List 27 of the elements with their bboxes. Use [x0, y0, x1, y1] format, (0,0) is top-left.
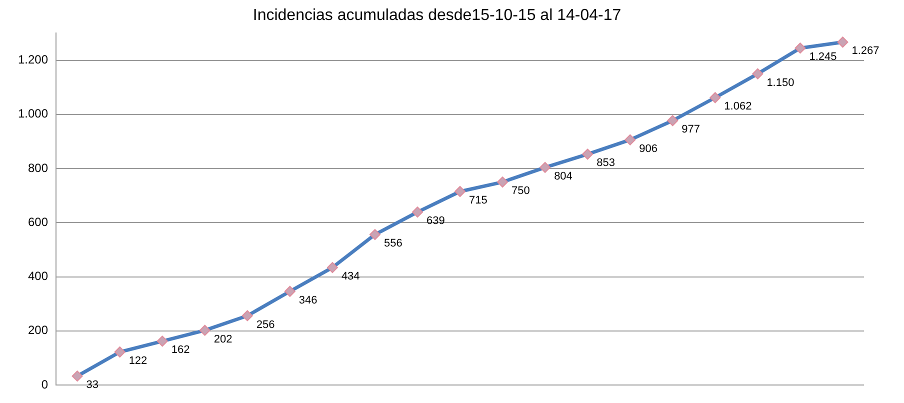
data-label: 33	[86, 379, 99, 392]
chart-title: Incidencias acumuladas desde15-10-15 al 14-04-17	[252, 7, 622, 24]
y-tick-label: 200	[28, 323, 48, 338]
data-label: 556	[384, 238, 402, 250]
data-label: 162	[171, 344, 190, 356]
y-tick-label: 800	[28, 160, 48, 175]
data-label: 750	[512, 185, 530, 198]
y-tick-label: 400	[28, 269, 48, 284]
data-label: 1.062	[724, 100, 752, 113]
data-label: 1.267	[852, 45, 880, 58]
y-tick-label: 1.000	[18, 106, 48, 121]
data-label: 853	[596, 157, 615, 170]
data-label: 639	[426, 215, 445, 228]
data-label: 804	[554, 170, 572, 182]
data-label: 906	[639, 142, 658, 155]
data-label: 256	[256, 318, 275, 331]
data-label: 1.245	[809, 51, 837, 64]
data-label: 346	[298, 294, 318, 306]
data-label: 202	[214, 333, 232, 346]
data-label: 434	[341, 270, 360, 283]
data-label: 715	[469, 194, 488, 207]
data-label: 1.150	[766, 76, 794, 89]
data-label: 977	[682, 124, 700, 136]
data-label: 122	[128, 355, 148, 368]
y-tick-label: 0	[41, 377, 48, 392]
y-tick-label: 1.200	[18, 52, 48, 67]
y-tick-label: 600	[28, 214, 48, 229]
